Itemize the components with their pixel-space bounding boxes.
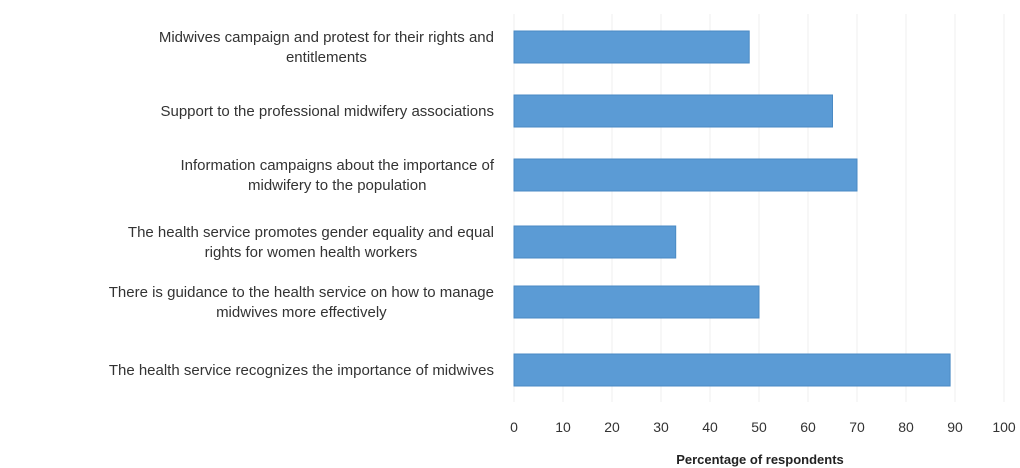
- bar: [513, 158, 858, 192]
- x-tick-label: 10: [555, 419, 571, 435]
- bar: [513, 30, 750, 64]
- x-tick-label: 80: [898, 419, 914, 435]
- category-label-line: midwives more effectively: [216, 304, 387, 321]
- category-label-line: midwifery to the population: [248, 177, 426, 194]
- x-tick-label: 90: [947, 419, 963, 435]
- bar: [513, 225, 677, 259]
- x-tick-label: 100: [992, 419, 1016, 435]
- category-label: Support to the professional midwifery as…: [160, 103, 494, 120]
- x-tick-label: 30: [653, 419, 669, 435]
- x-axis-ticks: 0 10 20 30 40 50 60 70 80 90 100: [510, 419, 1016, 435]
- x-tick-label: 50: [751, 419, 767, 435]
- x-tick-label: 0: [510, 419, 518, 435]
- category-label-line: There is guidance to the health service …: [109, 284, 494, 301]
- category-label-line: entitlements: [286, 49, 367, 66]
- category-label-line: The health service promotes gender equal…: [128, 224, 494, 241]
- x-tick-label: 60: [800, 419, 816, 435]
- category-label-line: rights for women health workers: [205, 244, 418, 261]
- bars: [513, 30, 951, 387]
- bar: [513, 285, 760, 319]
- category-label: The health service promotes gender equal…: [128, 224, 494, 261]
- x-tick-label: 70: [849, 419, 865, 435]
- category-label-line: Support to the professional midwifery as…: [160, 103, 494, 120]
- category-label: Midwives campaign and protest for their …: [159, 29, 494, 66]
- bar: [513, 353, 951, 387]
- category-label-line: Midwives campaign and protest for their …: [159, 29, 494, 46]
- category-label-line: The health service recognizes the import…: [109, 362, 494, 379]
- category-labels: Midwives campaign and protest for their …: [109, 29, 495, 379]
- category-label: There is guidance to the health service …: [109, 284, 494, 321]
- gridlines: [513, 14, 1005, 402]
- category-label: Information campaigns about the importan…: [180, 157, 494, 194]
- x-tick-label: 20: [604, 419, 620, 435]
- x-tick-label: 40: [702, 419, 718, 435]
- x-axis-title: Percentage of respondents: [676, 452, 844, 467]
- category-label-line: Information campaigns about the importan…: [180, 157, 494, 174]
- category-label: The health service recognizes the import…: [109, 362, 494, 379]
- bar: [513, 94, 833, 128]
